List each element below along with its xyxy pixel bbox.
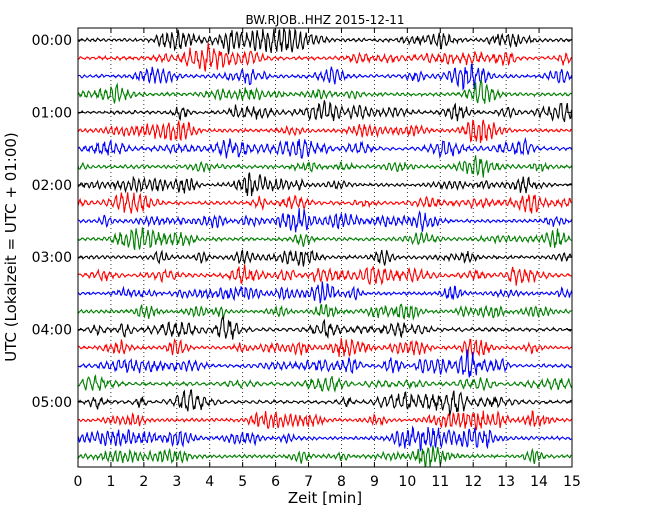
trace-line (77, 264, 572, 286)
trace-line (77, 192, 572, 214)
x-tick-label: 6 (271, 474, 280, 490)
x-axis-label: Zeit [min] (288, 489, 362, 507)
trace-line (77, 389, 572, 416)
trace-line (77, 172, 572, 197)
trace-line (77, 338, 572, 358)
x-tick-label: 2 (139, 474, 148, 490)
trace-line (78, 119, 572, 143)
trace-line (77, 374, 573, 393)
y-tick-label: 01:00 (32, 105, 72, 121)
x-tick-label: 11 (431, 474, 449, 490)
y-axis-ticks: 00:00 01:00 02:00 03:00 04:00 05:00 (32, 33, 572, 411)
y-tick-label: 04:00 (32, 323, 72, 339)
x-tick-label: 10 (398, 474, 416, 490)
x-tick-label: 15 (563, 474, 581, 490)
trace-line (77, 78, 572, 104)
x-tick-label: 14 (530, 474, 548, 490)
trace-line (77, 281, 573, 304)
trace-line (77, 303, 572, 321)
trace-line (77, 100, 573, 122)
trace-line (77, 349, 572, 378)
seismogram-traces (77, 27, 573, 468)
trace-line (77, 410, 572, 431)
y-tick-label: 00:00 (32, 33, 72, 49)
x-tick-label: 7 (304, 474, 313, 490)
trace-line (77, 227, 572, 250)
trace-line (77, 208, 573, 233)
x-tick-label: 3 (172, 474, 181, 490)
trace-line (77, 155, 573, 178)
trace-line (77, 425, 572, 453)
y-axis-label: UTC (Lokalzeit = UTC + 01:00) (2, 132, 20, 362)
plot-frame (77, 27, 573, 468)
trace-line (77, 42, 572, 72)
trace-line (77, 445, 572, 468)
x-tick-label: 1 (106, 474, 115, 490)
x-tick-label: 9 (370, 474, 379, 490)
trace-line (77, 136, 573, 159)
chart-title: BW.RJOB..HHZ 2015-12-11 (245, 13, 404, 27)
trace-line (77, 249, 573, 267)
trace-line (77, 315, 572, 340)
trace-line (77, 27, 572, 55)
x-tick-label: 12 (464, 474, 482, 490)
x-tick-label: 4 (205, 474, 214, 490)
y-tick-label: 03:00 (32, 250, 72, 266)
x-axis-ticks: 0 1 2 3 4 5 6 7 8 9 10 11 12 13 14 15 (74, 28, 581, 490)
x-tick-label: 13 (497, 474, 515, 490)
x-tick-label: 0 (74, 474, 83, 490)
x-tick-label: 5 (238, 474, 247, 490)
x-tick-label: 8 (337, 474, 346, 490)
trace-line (77, 63, 573, 91)
y-tick-label: 05:00 (32, 395, 72, 411)
y-tick-label: 02:00 (32, 178, 72, 194)
